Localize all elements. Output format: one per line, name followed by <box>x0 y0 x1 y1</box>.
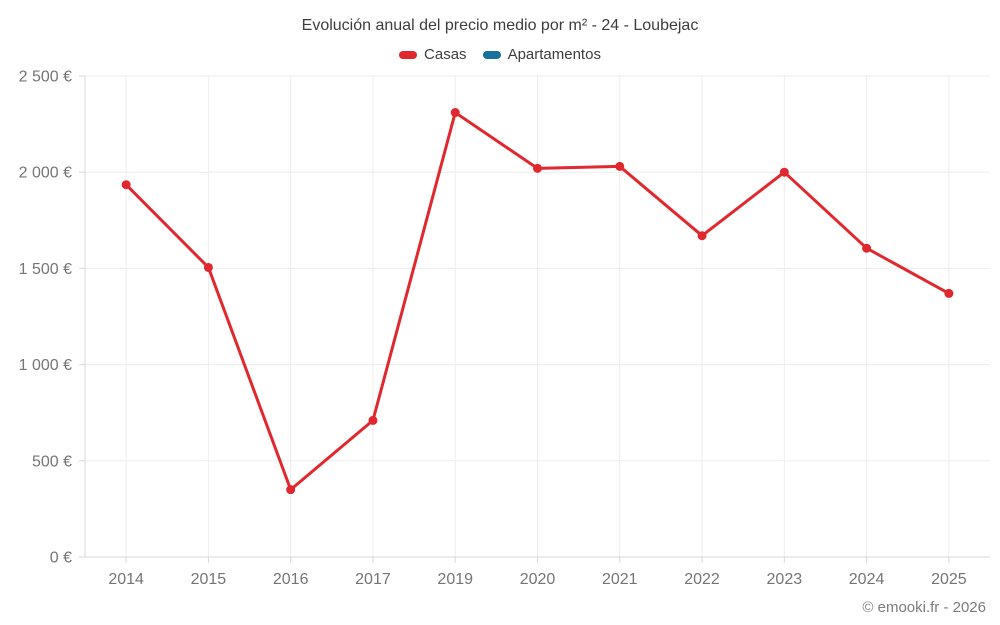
y-tick-label: 0 € <box>50 550 72 567</box>
legend-swatch-apartamentos <box>482 50 501 59</box>
data-point-casas-2014[interactable] <box>121 180 131 190</box>
y-tick-label: 1 500 € <box>19 261 72 278</box>
legend-label-casas: Casas <box>424 46 467 63</box>
legend-item-apartamentos[interactable]: Apartamentos <box>482 46 601 63</box>
y-tick-label: 1 000 € <box>19 357 72 374</box>
data-point-casas-2023[interactable] <box>779 167 789 177</box>
x-tick-label: 2020 <box>520 571 556 588</box>
y-tick-label: 2 000 € <box>19 165 72 182</box>
legend-label-apartamentos: Apartamentos <box>507 46 601 63</box>
x-tick-label: 2025 <box>931 571 967 588</box>
x-tick-label: 2014 <box>108 571 144 588</box>
chart-title: Evolución anual del precio medio por m² … <box>301 17 699 34</box>
x-tick-label: 2015 <box>191 571 227 588</box>
y-tick-label: 2 500 € <box>19 69 72 86</box>
x-tick-label: 2023 <box>767 571 803 588</box>
x-tick-label: 2022 <box>684 571 720 588</box>
x-tick-label: 2017 <box>355 571 391 588</box>
y-tick-label: 500 € <box>32 453 72 470</box>
data-point-casas-2020[interactable] <box>533 163 542 173</box>
data-point-casas-2019[interactable] <box>450 108 460 118</box>
data-point-casas-2022[interactable] <box>697 231 707 241</box>
data-point-casas-2015[interactable] <box>203 262 213 272</box>
data-point-casas-2017[interactable] <box>368 415 378 425</box>
x-tick-label: 2024 <box>849 571 885 588</box>
x-tick-label: 2016 <box>273 571 309 588</box>
data-point-casas-2021[interactable] <box>615 161 625 171</box>
legend-item-casas[interactable]: Casas <box>399 46 467 63</box>
data-point-casas-2024[interactable] <box>862 243 872 253</box>
x-tick-label: 2021 <box>602 571 638 588</box>
data-point-casas-2025[interactable] <box>944 288 954 298</box>
copyright-credit: © emooki.fr - 2026 <box>862 599 986 616</box>
x-tick-label: 2019 <box>437 571 473 588</box>
chart-legend: Casas Apartamentos <box>0 46 1000 63</box>
data-point-casas-2016[interactable] <box>286 485 296 495</box>
legend-swatch-casas <box>399 50 418 59</box>
